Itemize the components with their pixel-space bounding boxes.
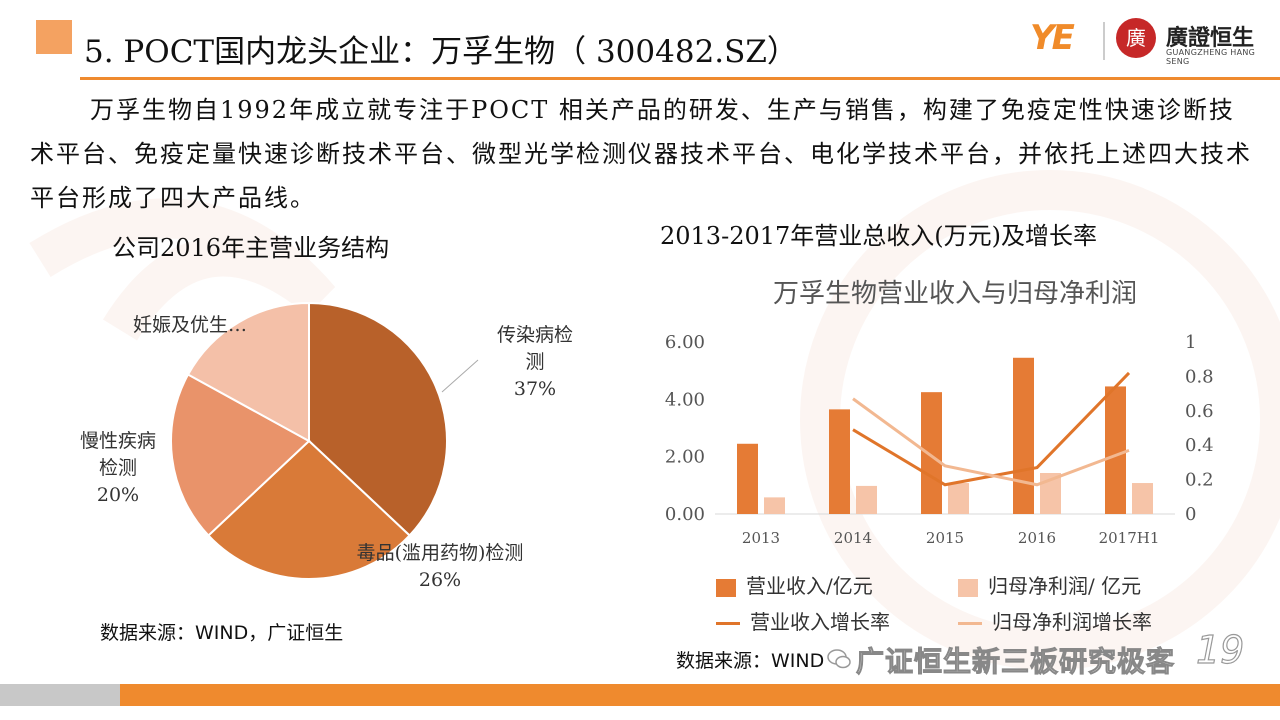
title-divider: [80, 77, 1280, 80]
legend-swatch: [716, 578, 736, 597]
wechat-icon: [827, 649, 851, 669]
bar-source-note: 数据来源：WIND: [676, 650, 825, 672]
legend-label: 营业收入增长率: [750, 610, 890, 634]
y-right-tick-label: 1: [1185, 332, 1196, 353]
y-left-tick-label: 4.00: [665, 389, 705, 410]
y-left-tick-label: 6.00: [665, 332, 705, 353]
intro-paragraph: 万孚生物自1992年成立就专注于POCT 相关产品的研发、生产与销售，构建了免疫…: [30, 96, 1252, 212]
legend-label: 归母净利润/ 亿元: [988, 574, 1142, 598]
profit-bar: [764, 497, 785, 514]
legend-swatch: [716, 622, 740, 625]
profit-bar: [1132, 483, 1153, 514]
y-right-tick-label: 0.4: [1185, 435, 1214, 456]
y-left-tick-label: 2.00: [665, 447, 705, 468]
pie-slice: [170, 373, 311, 537]
x-tick-label: 2016: [1018, 529, 1056, 547]
legend-swatch: [958, 578, 978, 597]
x-tick-label: 2013: [742, 529, 780, 547]
legend-label: 归母净利润增长率: [992, 610, 1152, 634]
revenue-bar: [1013, 357, 1034, 514]
x-tick-label: 2017H1: [1099, 529, 1160, 547]
x-tick-label: 2015: [926, 529, 964, 547]
page-number: 19: [1195, 627, 1245, 672]
revenue-bar: [829, 409, 850, 514]
page-title: 5. POCT国内龙头企业：万孚生物（ 300482.SZ）: [84, 34, 798, 70]
wechat-watermark: 广证恒生新三板研究极客: [855, 645, 1176, 679]
y-left-tick-label: 0.00: [665, 504, 705, 525]
pie-slice: [308, 301, 448, 537]
pie-slice: [186, 301, 310, 443]
brand-name-cn: 廣證恒生: [1166, 26, 1255, 51]
title-corner-square: [36, 20, 72, 54]
chart-subtitle: 万孚生物营业收入与归母净利润: [773, 279, 1137, 309]
pie-source-note: 数据来源：WIND，广证恒生: [100, 622, 344, 644]
legend-label: 营业收入/亿元: [746, 574, 873, 598]
y-right-tick-label: 0.6: [1185, 401, 1214, 422]
y-right-tick-label: 0: [1185, 504, 1196, 525]
x-tick-label: 2014: [834, 529, 872, 547]
pie-label: 毒品(滥用药物)检测 26%: [356, 542, 524, 591]
revenue-bar: [737, 443, 758, 514]
revenue-bar: [921, 392, 942, 514]
bar-section-title: 2013-2017年营业总收入(万元)及增长率: [660, 222, 1097, 250]
pie-label: 传染病检测 37%: [496, 324, 573, 400]
legend-item: 归母净利润增长率: [958, 606, 1152, 635]
pie-chart-title: 公司2016年主营业务结构: [112, 234, 390, 262]
pie-leader-line: [441, 359, 479, 393]
legend-item: 营业收入/亿元: [716, 570, 873, 599]
y-right-tick-label: 0.2: [1185, 470, 1214, 491]
brand-name-en: GUANGZHENG HANG SENG: [1166, 48, 1256, 66]
legend-item: 归母净利润/ 亿元: [958, 570, 1141, 599]
brand-seal-icon: 廣: [1116, 18, 1156, 58]
footer-grey-bar: [0, 684, 120, 706]
footer-orange-bar: [120, 684, 1280, 706]
legend-swatch: [958, 622, 982, 625]
pie-label: 慢性疾病 检测 20%: [79, 430, 156, 506]
legend-item: 营业收入增长率: [716, 606, 890, 635]
revenue-bar: [1105, 386, 1126, 514]
profit-bar: [948, 483, 969, 514]
pie-label: 妊娠及优生…: [132, 314, 247, 336]
pie-slice: [206, 439, 412, 581]
logo-separator: [1103, 22, 1105, 60]
profit-bar: [856, 485, 877, 514]
y-right-tick-label: 0.8: [1185, 366, 1214, 387]
ye-logo: YE: [1030, 18, 1075, 58]
profit-growth-line: [852, 397, 1130, 487]
